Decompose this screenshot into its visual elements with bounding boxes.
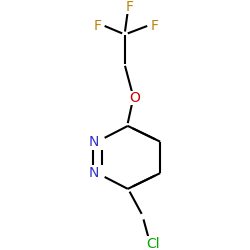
Text: F: F: [93, 19, 101, 33]
Text: N: N: [88, 135, 99, 149]
Text: N: N: [88, 166, 99, 180]
Text: F: F: [150, 19, 158, 33]
Text: O: O: [129, 91, 140, 105]
Text: Cl: Cl: [146, 238, 160, 250]
Text: F: F: [126, 0, 134, 14]
